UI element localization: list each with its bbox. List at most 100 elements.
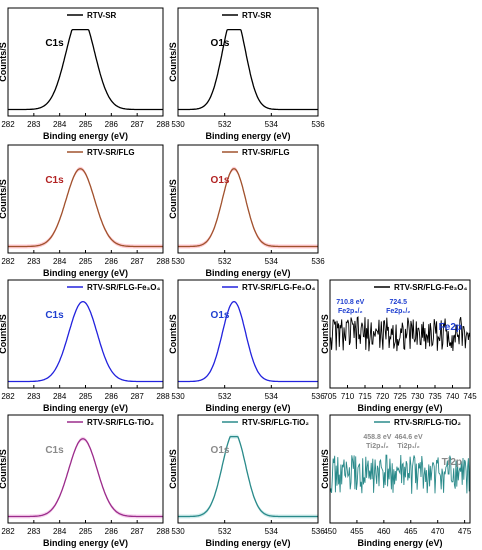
spectrum-line [8,438,163,518]
x-axis-label: Binding energy (eV) [357,403,442,413]
x-tick-label: 536 [311,392,325,401]
spectrum-line [178,435,318,518]
y-axis-label: Counts/S [168,179,178,219]
x-tick-label: 465 [404,527,418,536]
annotation-label: 724.5 [389,299,407,306]
shade-band [8,166,163,249]
x-tick-label: 283 [27,392,41,401]
annotation-label: 710.8 eV [336,299,364,306]
x-tick-label: 283 [27,257,41,266]
x-tick-label: 536 [311,527,325,536]
x-tick-label: 534 [265,120,279,129]
plot-frame [7,7,164,117]
shade-band [8,436,163,519]
plot-frame [177,279,319,389]
plot-frame [7,279,164,389]
x-tick-label: 730 [411,392,425,401]
x-tick-label: 720 [376,392,390,401]
spectrum-line [8,300,163,383]
plot-frame [329,414,471,524]
spectrum-line [8,168,163,248]
x-tick-label: 745 [463,392,477,401]
peak-label: C1s [45,445,64,456]
x-tick-label: 282 [1,257,15,266]
plot-frame [177,7,319,117]
x-tick-label: 285 [79,392,93,401]
plot-frame [177,144,319,254]
x-tick-label: 283 [27,120,41,129]
x-tick-label: 282 [1,120,15,129]
spectrum-line [329,316,471,352]
x-tick-label: 534 [265,392,279,401]
x-tick-label: 285 [79,527,93,536]
x-tick-label: 284 [53,527,67,536]
x-tick-label: 286 [105,257,119,266]
annotation-label: Ti2p₁/₂ [398,443,420,450]
x-axis-label: Binding energy (eV) [43,538,128,548]
x-tick-label: 735 [428,392,442,401]
peak-label: O1s [211,445,230,456]
legend-label: RTV-SR/FLG-Fe₃O₄ [242,283,315,292]
spectrum-line [178,300,318,383]
x-tick-label: 530 [171,120,185,129]
y-axis-label: Counts/S [320,449,330,489]
x-tick-label: 530 [171,392,185,401]
x-tick-label: 284 [53,120,67,129]
xps-panel: 282 283 284 285 286 287 288 Binding energy (eV)… [0,414,170,548]
spectrum-line [178,168,318,248]
annotation-label: 464.6 eV [395,434,423,441]
x-axis-label: Binding energy (eV) [205,538,290,548]
y-axis-label: Counts/S [320,314,330,354]
y-axis-label: Counts/S [168,42,178,82]
xps-panel: 450 455 460 465 470 475 Binding energy (eV) Cou… [320,414,472,548]
spectrum-line [178,28,318,111]
x-tick-label: 715 [358,392,372,401]
spectrum-line [329,454,471,494]
xps-panel: 530 532 534 536 Binding energy (eV) Counts/S R… [168,279,325,413]
peak-label: Fe2p [439,322,462,333]
x-tick-label: 534 [265,527,279,536]
x-tick-label: 286 [105,392,119,401]
plot-frame [7,414,164,524]
legend-label: RTV-SR/FLG-Fe₃O₄ [394,283,467,292]
x-tick-label: 530 [171,527,185,536]
x-tick-label: 285 [79,120,93,129]
peak-label: O1s [211,175,230,186]
x-tick-label: 450 [323,527,337,536]
y-axis-label: Counts/S [0,449,8,489]
plot-frame [177,414,319,524]
x-axis-label: Binding energy (eV) [205,403,290,413]
x-tick-label: 283 [27,527,41,536]
x-axis-label: Binding energy (eV) [205,131,290,141]
annotation-label: 458.8 eV [363,434,391,441]
x-tick-label: 740 [446,392,460,401]
legend-label: RTV-SR/FLG-TiO₂ [394,418,461,427]
plot-frame [7,144,164,254]
x-tick-label: 286 [105,120,119,129]
x-tick-label: 284 [53,392,67,401]
xps-panel: 282 283 284 285 286 287 288 Binding energy (eV)… [0,144,170,278]
x-tick-label: 536 [311,120,325,129]
x-tick-label: 534 [265,257,279,266]
x-tick-label: 532 [218,120,232,129]
xps-panel: 530 532 534 536 Binding energy (eV) Counts/S R… [168,414,325,548]
peak-label: Ti2p [442,457,462,468]
y-axis-label: Counts/S [168,314,178,354]
peak-label: O1s [211,38,230,49]
x-tick-label: 532 [218,257,232,266]
x-tick-label: 536 [311,257,325,266]
x-axis-label: Binding energy (eV) [205,268,290,278]
x-tick-label: 460 [377,527,391,536]
annotation-label: Fe2p₁/₂ [386,308,410,315]
x-tick-label: 288 [156,257,170,266]
xps-panel: 282 283 284 285 286 287 288 Binding energy (eV)… [0,7,170,141]
x-tick-label: 286 [105,527,119,536]
x-axis-label: Binding energy (eV) [43,403,128,413]
x-tick-label: 532 [218,527,232,536]
spectrum-line [8,28,163,111]
x-tick-label: 455 [350,527,364,536]
x-tick-label: 287 [130,392,144,401]
legend-label: RTV-SR [87,11,117,20]
x-tick-label: 710 [341,392,355,401]
y-axis-label: Counts/S [168,449,178,489]
